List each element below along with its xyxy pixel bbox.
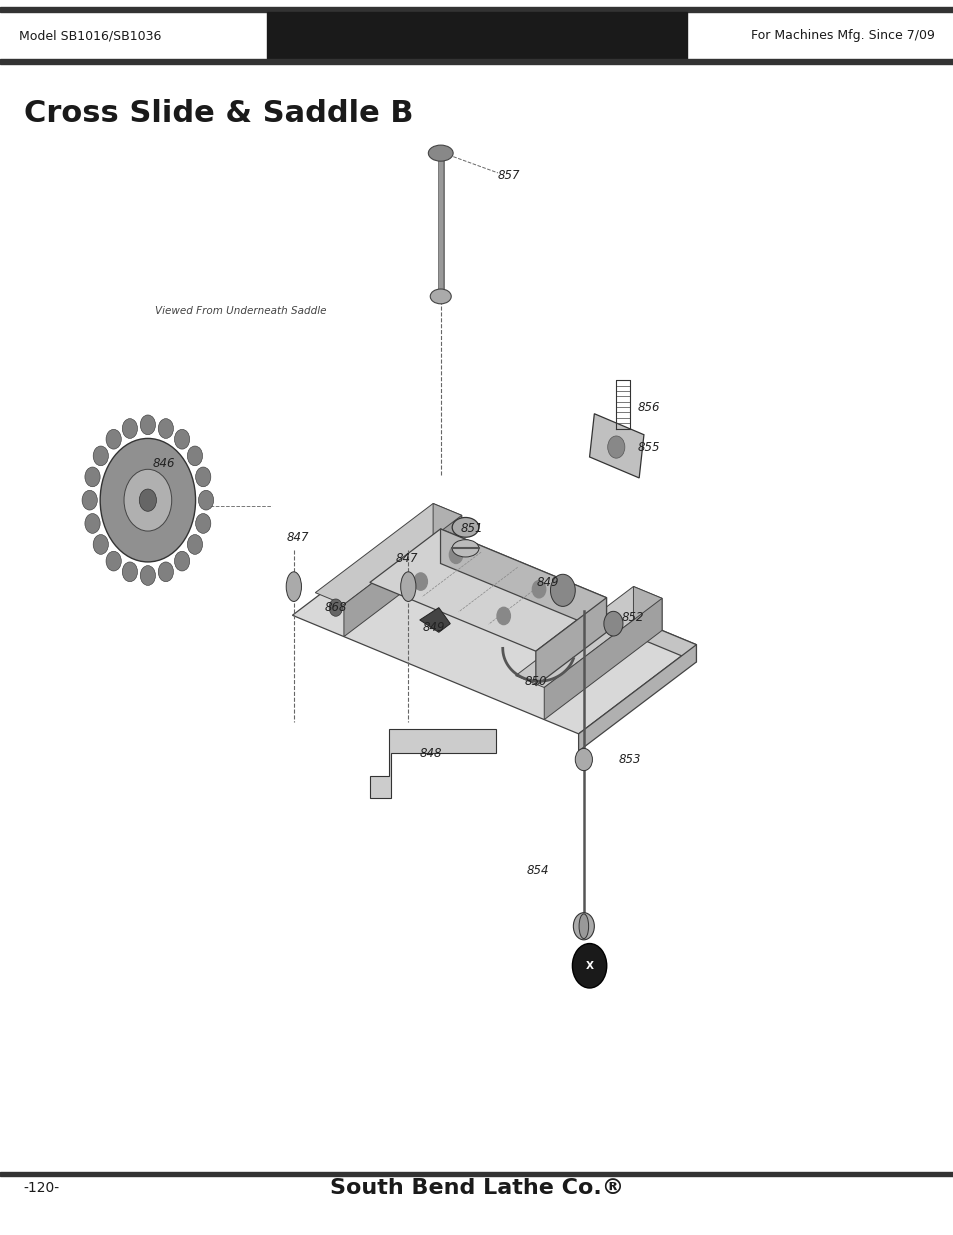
Circle shape (195, 467, 211, 487)
Ellipse shape (452, 540, 478, 557)
Polygon shape (370, 729, 496, 798)
Ellipse shape (428, 146, 453, 162)
Text: Model SB1016/SB1036: Model SB1016/SB1036 (19, 30, 161, 42)
Polygon shape (314, 504, 461, 604)
Circle shape (140, 415, 155, 435)
Circle shape (572, 944, 606, 988)
Circle shape (187, 446, 202, 466)
Circle shape (198, 490, 213, 510)
Circle shape (158, 419, 173, 438)
Circle shape (550, 574, 575, 606)
Circle shape (603, 611, 622, 636)
Text: 856: 856 (637, 401, 659, 414)
Text: X: X (585, 961, 593, 971)
Circle shape (187, 535, 202, 555)
Bar (0, 1172, 953, 1176)
Polygon shape (410, 526, 696, 662)
Circle shape (93, 446, 109, 466)
Polygon shape (536, 598, 606, 685)
Bar (0, 59, 953, 64)
Circle shape (573, 913, 594, 940)
Polygon shape (433, 504, 461, 547)
Circle shape (93, 535, 109, 555)
Text: 846: 846 (152, 457, 175, 469)
Circle shape (158, 562, 173, 582)
Text: P A R T S: P A R T S (438, 28, 515, 43)
Text: 848: 848 (419, 747, 442, 760)
Circle shape (174, 551, 190, 571)
Circle shape (106, 430, 121, 450)
Text: Cross Slide & Saddle B: Cross Slide & Saddle B (24, 99, 413, 127)
Text: 849: 849 (422, 621, 445, 634)
Circle shape (122, 419, 137, 438)
Polygon shape (515, 587, 661, 688)
Polygon shape (292, 526, 696, 734)
Circle shape (122, 562, 137, 582)
Polygon shape (343, 515, 461, 636)
Text: 857: 857 (497, 169, 520, 182)
Polygon shape (370, 529, 606, 651)
Circle shape (85, 467, 100, 487)
Text: 868: 868 (324, 601, 347, 614)
Circle shape (140, 566, 155, 585)
Polygon shape (543, 598, 661, 720)
Polygon shape (419, 608, 450, 632)
Text: 847: 847 (395, 552, 418, 564)
Ellipse shape (400, 572, 416, 601)
Circle shape (106, 551, 121, 571)
Text: For Machines Mfg. Since 7/09: For Machines Mfg. Since 7/09 (750, 30, 934, 42)
Bar (267, 12, 686, 59)
Circle shape (497, 608, 510, 625)
Circle shape (532, 580, 545, 598)
Text: 850: 850 (524, 676, 547, 688)
Circle shape (174, 430, 190, 450)
Circle shape (139, 489, 156, 511)
Circle shape (607, 436, 624, 458)
Circle shape (195, 514, 211, 534)
Polygon shape (589, 414, 643, 478)
Ellipse shape (452, 517, 478, 537)
Circle shape (124, 469, 172, 531)
Circle shape (85, 514, 100, 534)
Polygon shape (633, 587, 661, 630)
Text: 851: 851 (460, 522, 483, 535)
Ellipse shape (430, 289, 451, 304)
Polygon shape (440, 529, 606, 632)
Polygon shape (578, 645, 696, 751)
Text: 853: 853 (618, 753, 640, 766)
Circle shape (82, 490, 97, 510)
Text: Viewed From Underneath Saddle: Viewed From Underneath Saddle (154, 306, 326, 316)
Circle shape (100, 438, 195, 562)
Circle shape (414, 573, 427, 590)
Circle shape (449, 546, 462, 563)
Bar (0, 7, 953, 12)
Ellipse shape (578, 914, 588, 939)
Text: 847: 847 (286, 531, 309, 543)
Circle shape (329, 599, 342, 616)
Text: 849: 849 (537, 577, 559, 589)
Circle shape (575, 748, 592, 771)
Text: 852: 852 (621, 611, 644, 624)
Text: -120-: -120- (24, 1181, 60, 1195)
Ellipse shape (286, 572, 301, 601)
Text: 854: 854 (526, 864, 549, 877)
Text: 855: 855 (637, 441, 659, 453)
Text: South Bend Lathe Co.®: South Bend Lathe Co.® (330, 1178, 623, 1198)
